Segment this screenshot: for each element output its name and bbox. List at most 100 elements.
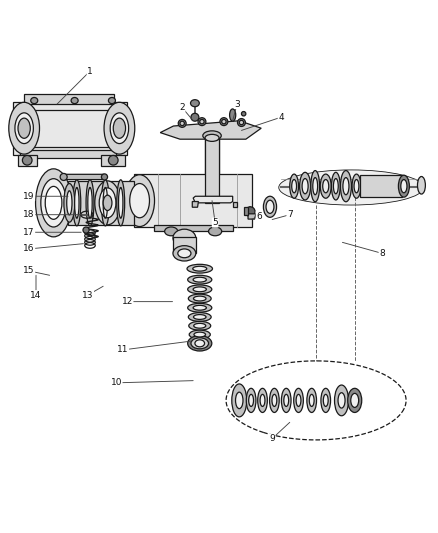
Text: 13: 13 xyxy=(82,290,93,300)
Ellipse shape xyxy=(278,170,423,205)
Ellipse shape xyxy=(221,119,226,124)
Ellipse shape xyxy=(191,338,208,349)
Ellipse shape xyxy=(257,389,267,413)
Ellipse shape xyxy=(192,266,206,271)
Text: 17: 17 xyxy=(23,228,35,237)
Ellipse shape xyxy=(187,264,212,273)
Ellipse shape xyxy=(306,389,316,413)
Ellipse shape xyxy=(193,324,205,328)
Ellipse shape xyxy=(312,177,317,195)
Ellipse shape xyxy=(340,171,351,202)
Ellipse shape xyxy=(272,394,276,407)
Ellipse shape xyxy=(229,109,235,121)
Bar xyxy=(68,181,134,225)
Text: 3: 3 xyxy=(233,100,240,109)
Ellipse shape xyxy=(281,389,290,413)
Bar xyxy=(20,150,116,158)
Ellipse shape xyxy=(99,188,116,218)
Ellipse shape xyxy=(310,171,319,202)
Ellipse shape xyxy=(101,180,109,226)
Polygon shape xyxy=(232,201,237,207)
Bar xyxy=(101,155,125,166)
Ellipse shape xyxy=(296,394,300,407)
Text: 14: 14 xyxy=(30,290,42,300)
Ellipse shape xyxy=(259,394,264,407)
Ellipse shape xyxy=(289,174,298,198)
Bar xyxy=(359,175,401,197)
Ellipse shape xyxy=(103,195,112,211)
Ellipse shape xyxy=(41,179,66,227)
Ellipse shape xyxy=(283,394,288,407)
Ellipse shape xyxy=(193,296,205,301)
Ellipse shape xyxy=(189,330,210,339)
Ellipse shape xyxy=(199,119,204,124)
Ellipse shape xyxy=(208,227,221,236)
Ellipse shape xyxy=(118,188,123,218)
Ellipse shape xyxy=(398,175,408,197)
Ellipse shape xyxy=(320,389,330,413)
Ellipse shape xyxy=(173,229,195,247)
Ellipse shape xyxy=(117,180,124,226)
Ellipse shape xyxy=(110,113,128,143)
Ellipse shape xyxy=(269,389,279,413)
Ellipse shape xyxy=(237,118,245,126)
Ellipse shape xyxy=(239,120,243,125)
Text: 1: 1 xyxy=(87,67,93,76)
Ellipse shape xyxy=(101,174,107,180)
Ellipse shape xyxy=(293,389,303,413)
Ellipse shape xyxy=(164,227,177,236)
Ellipse shape xyxy=(322,180,328,193)
Ellipse shape xyxy=(194,340,204,347)
Ellipse shape xyxy=(248,394,253,407)
Text: 9: 9 xyxy=(268,434,275,443)
Ellipse shape xyxy=(245,207,254,216)
Ellipse shape xyxy=(104,102,134,154)
Text: 7: 7 xyxy=(286,210,292,219)
Ellipse shape xyxy=(193,287,206,292)
Polygon shape xyxy=(247,214,255,219)
Ellipse shape xyxy=(108,98,115,103)
Ellipse shape xyxy=(35,169,71,237)
Ellipse shape xyxy=(188,294,211,303)
Ellipse shape xyxy=(350,393,358,407)
Ellipse shape xyxy=(113,118,125,138)
Ellipse shape xyxy=(130,183,149,218)
Ellipse shape xyxy=(83,227,89,233)
Ellipse shape xyxy=(231,384,246,417)
Ellipse shape xyxy=(193,305,206,310)
Ellipse shape xyxy=(180,121,184,126)
Ellipse shape xyxy=(103,188,107,218)
Ellipse shape xyxy=(173,246,195,261)
Ellipse shape xyxy=(191,114,198,121)
Text: 16: 16 xyxy=(23,245,35,253)
Ellipse shape xyxy=(124,175,154,227)
Ellipse shape xyxy=(86,180,94,226)
Ellipse shape xyxy=(18,118,30,138)
Ellipse shape xyxy=(190,100,199,107)
Ellipse shape xyxy=(333,179,337,194)
Text: 2: 2 xyxy=(179,103,184,112)
Ellipse shape xyxy=(241,111,245,116)
Text: 18: 18 xyxy=(23,210,35,219)
Text: 12: 12 xyxy=(121,297,133,306)
Ellipse shape xyxy=(64,183,74,222)
Text: 6: 6 xyxy=(255,212,261,221)
Polygon shape xyxy=(160,121,261,139)
Polygon shape xyxy=(193,196,232,203)
Ellipse shape xyxy=(198,118,205,126)
Ellipse shape xyxy=(9,102,39,154)
Ellipse shape xyxy=(353,180,358,193)
Ellipse shape xyxy=(15,113,33,143)
Ellipse shape xyxy=(299,172,310,200)
Ellipse shape xyxy=(187,285,211,294)
Ellipse shape xyxy=(342,177,348,195)
Ellipse shape xyxy=(235,392,243,409)
Ellipse shape xyxy=(263,196,276,217)
Ellipse shape xyxy=(202,131,221,141)
Polygon shape xyxy=(61,174,104,180)
Ellipse shape xyxy=(108,156,118,165)
Ellipse shape xyxy=(351,174,360,198)
Ellipse shape xyxy=(45,187,62,219)
Text: 11: 11 xyxy=(117,345,128,354)
Ellipse shape xyxy=(265,200,273,213)
